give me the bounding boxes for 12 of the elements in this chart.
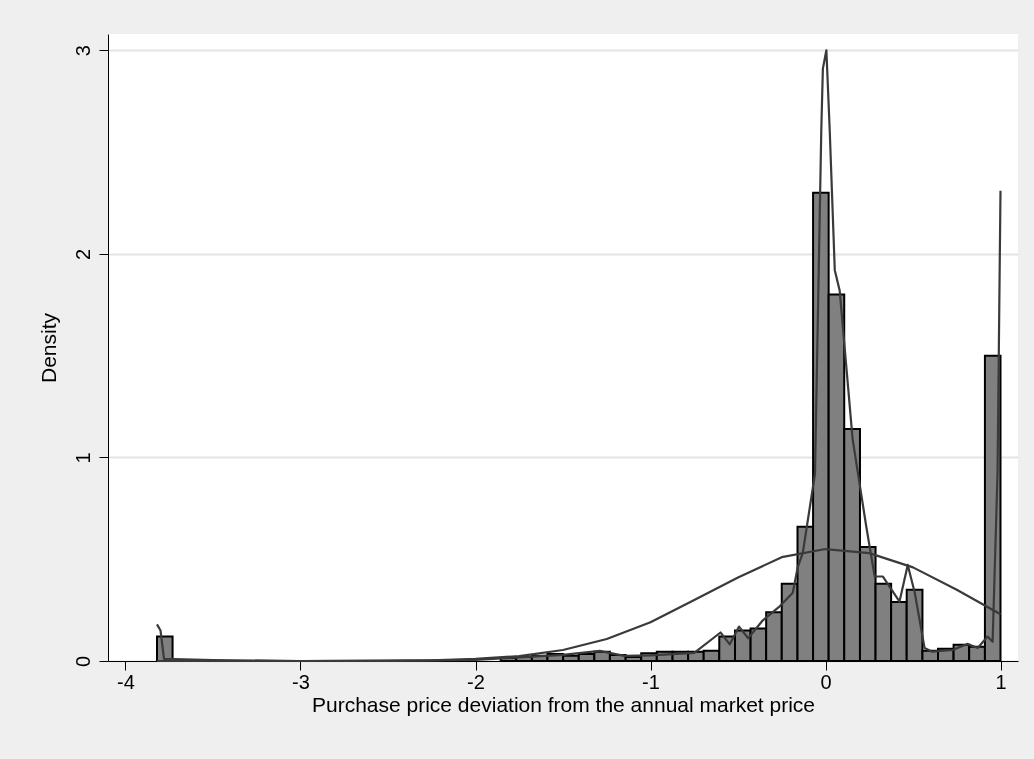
x-tick-label: 1 xyxy=(995,670,1007,693)
x-tick-label: 0 xyxy=(820,670,832,693)
x-tick-label: -2 xyxy=(467,670,485,693)
x-axis-title: Purchase price deviation from the annual market price xyxy=(311,692,816,716)
y-tick-label: 3 xyxy=(71,45,94,57)
y-tick-label: 2 xyxy=(71,248,94,260)
y-tick-label: 1 xyxy=(71,452,94,464)
x-tick-label: -1 xyxy=(642,670,660,693)
x-tick-label: -4 xyxy=(117,670,135,693)
x-tick-label: -3 xyxy=(292,670,310,693)
y-axis-title: Density xyxy=(36,312,60,384)
y-tick-label: 0 xyxy=(71,655,94,668)
